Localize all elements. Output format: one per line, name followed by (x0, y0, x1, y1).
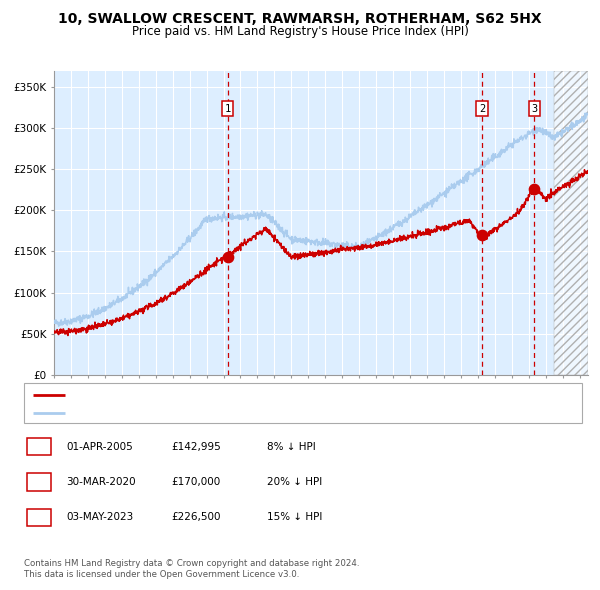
Text: 15% ↓ HPI: 15% ↓ HPI (267, 513, 322, 522)
Text: £170,000: £170,000 (171, 477, 220, 487)
Text: 2: 2 (479, 104, 485, 114)
Text: 8% ↓ HPI: 8% ↓ HPI (267, 442, 316, 451)
Text: Price paid vs. HM Land Registry's House Price Index (HPI): Price paid vs. HM Land Registry's House … (131, 25, 469, 38)
Text: 01-APR-2005: 01-APR-2005 (66, 442, 133, 451)
Bar (554, 71, 588, 375)
Text: 30-MAR-2020: 30-MAR-2020 (66, 477, 136, 487)
Text: 03-MAY-2023: 03-MAY-2023 (66, 513, 133, 522)
Text: 2: 2 (35, 477, 43, 487)
Text: 20% ↓ HPI: 20% ↓ HPI (267, 477, 322, 487)
Text: 1: 1 (35, 442, 43, 451)
Text: 10, SWALLOW CRESCENT, RAWMARSH, ROTHERHAM, S62 5HX (detached house): 10, SWALLOW CRESCENT, RAWMARSH, ROTHERHA… (72, 391, 454, 399)
Text: 3: 3 (35, 513, 43, 522)
Point (223, 253, 233, 262)
Text: 3: 3 (531, 104, 538, 114)
Text: £142,995: £142,995 (171, 442, 221, 451)
Text: 10, SWALLOW CRESCENT, RAWMARSH, ROTHERHAM, S62 5HX: 10, SWALLOW CRESCENT, RAWMARSH, ROTHERHA… (58, 12, 542, 26)
Text: 1: 1 (224, 104, 231, 114)
Bar (554, 71, 588, 375)
Text: Contains HM Land Registry data © Crown copyright and database right 2024.
This d: Contains HM Land Registry data © Crown c… (24, 559, 359, 579)
Point (477, 230, 487, 240)
Text: £226,500: £226,500 (171, 513, 221, 522)
Point (529, 184, 539, 194)
Text: HPI: Average price, detached house, Rotherham: HPI: Average price, detached house, Roth… (72, 408, 301, 418)
